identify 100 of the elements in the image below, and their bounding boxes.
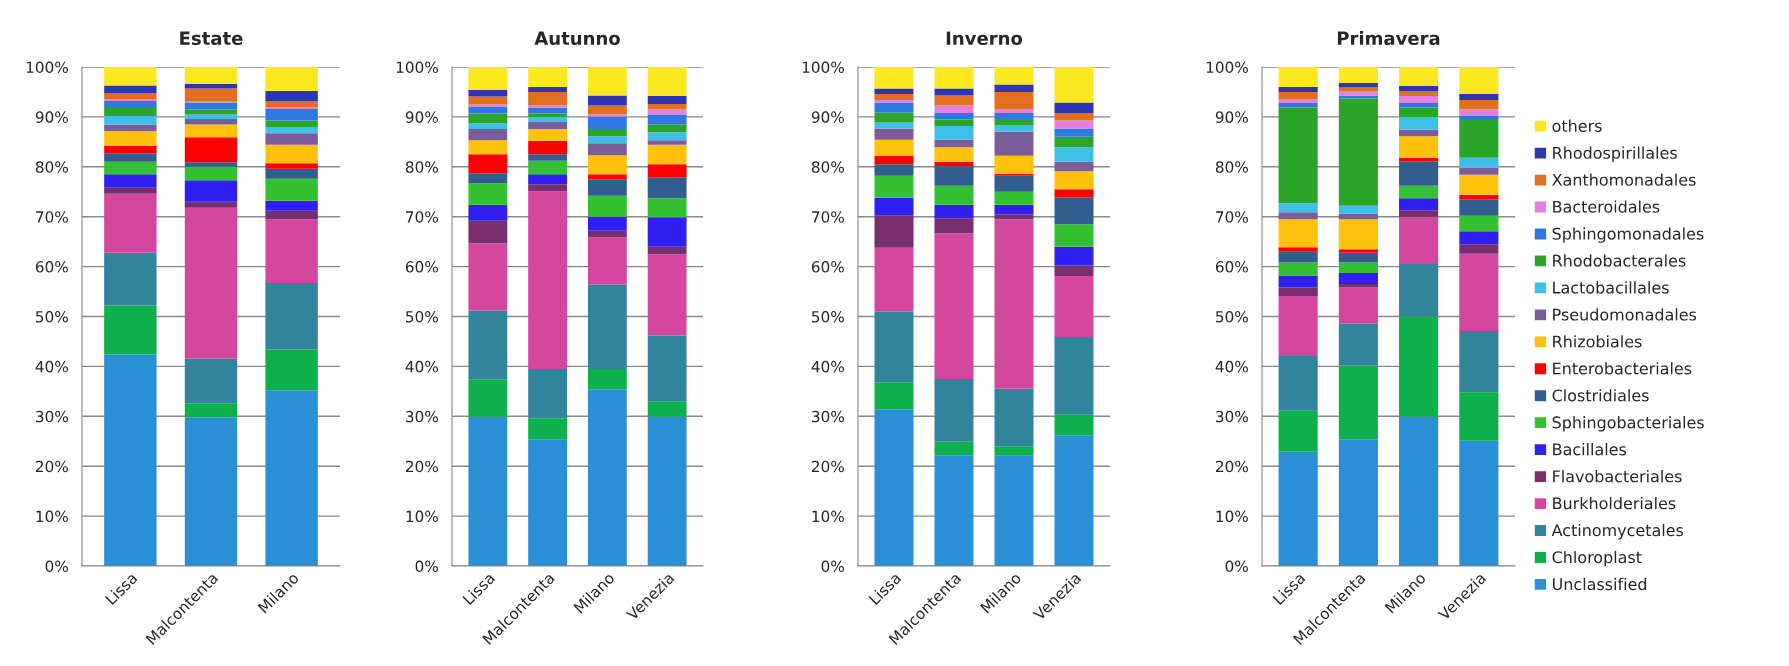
- bar: [528, 418, 568, 440]
- bar: [468, 220, 508, 244]
- bar: [647, 144, 687, 165]
- bar: [528, 67, 568, 87]
- bar: [184, 207, 238, 359]
- y-tick-label: 0%: [1225, 560, 1248, 573]
- bar: [265, 349, 318, 391]
- bar: [468, 310, 508, 380]
- bar: [468, 128, 508, 141]
- y-tick-label: 80%: [35, 161, 68, 173]
- legend-label: Rhodobacterales: [1553, 254, 1686, 267]
- bar: [265, 106, 318, 109]
- bar: [1278, 251, 1318, 263]
- bar: [1459, 253, 1499, 331]
- bar: [468, 123, 508, 129]
- legend-label: Clostridiales: [1552, 389, 1649, 402]
- bar: [184, 403, 238, 418]
- bar: [184, 124, 238, 138]
- bar: [934, 95, 974, 106]
- legend-label: Bacteroidales: [1553, 200, 1660, 213]
- bar: [587, 179, 627, 196]
- bar: [874, 311, 914, 383]
- bar: [1459, 93, 1499, 100]
- bar: [184, 137, 238, 163]
- bar: [1399, 210, 1439, 218]
- bar: [468, 67, 508, 90]
- bar: [528, 368, 568, 419]
- bar: [934, 204, 974, 219]
- bar: [1054, 414, 1094, 436]
- y-tick-label: 10%: [406, 510, 438, 523]
- bar: [468, 96, 508, 105]
- y-tick-label: 40%: [811, 360, 844, 373]
- bar: [874, 382, 914, 410]
- y-tick-label: 20%: [35, 460, 68, 473]
- bar: [104, 115, 157, 125]
- bar: [265, 168, 318, 179]
- bar: [994, 155, 1034, 174]
- chart-title: Primavera: [1337, 31, 1440, 46]
- bar: [874, 215, 914, 248]
- bar: [934, 378, 974, 442]
- chart-title: Estate: [180, 31, 243, 46]
- y-tick-label: 0%: [821, 560, 844, 573]
- bar: [1399, 161, 1439, 186]
- legend-label: Unclassified: [1553, 577, 1647, 591]
- bar: [1278, 275, 1318, 288]
- bar: [994, 91, 1034, 109]
- legend-label: Xanthomonadales: [1552, 173, 1696, 186]
- y-tick-label: 40%: [1215, 360, 1248, 373]
- bar: [1459, 440, 1499, 566]
- bar: [934, 185, 974, 205]
- bar: [874, 175, 914, 198]
- bar: [528, 105, 568, 108]
- bar: [1338, 252, 1378, 263]
- legend-label: Pseudomonadales: [1553, 308, 1697, 321]
- bar: [587, 116, 627, 129]
- chart-title: Inverno: [946, 31, 1023, 46]
- bar: [934, 166, 974, 186]
- bar: [1338, 262, 1378, 274]
- bar: [528, 140, 568, 155]
- bar: [934, 112, 974, 120]
- bar: [104, 92, 157, 99]
- bar: [874, 247, 914, 312]
- bar: [1054, 265, 1094, 277]
- bar: [265, 390, 318, 566]
- bar: [1399, 185, 1439, 199]
- bar: [265, 67, 318, 91]
- bar: [265, 178, 318, 201]
- bar: [1278, 219, 1318, 248]
- bar: [874, 164, 914, 176]
- bar: [265, 210, 318, 220]
- y-tick-label: 90%: [1215, 111, 1248, 123]
- bar: [1278, 355, 1318, 411]
- bar: [265, 120, 318, 127]
- y-tick-label: 70%: [812, 211, 844, 223]
- y-tick-label: 100%: [396, 61, 438, 74]
- legend-label: Enterobacteriales: [1553, 362, 1692, 375]
- legend-label: Rhizobiales: [1553, 335, 1642, 348]
- bar: [184, 102, 238, 110]
- bar: [104, 305, 157, 355]
- bar: [104, 187, 157, 194]
- bar: [994, 455, 1034, 566]
- bar: [1054, 246, 1094, 266]
- y-tick-label: 70%: [1216, 211, 1248, 223]
- bar: [647, 401, 687, 417]
- bar: [265, 144, 318, 164]
- bar: [1459, 330, 1499, 393]
- bar: [1399, 129, 1439, 137]
- bar: [874, 197, 914, 216]
- bar: [468, 243, 508, 311]
- bar: [994, 219, 1034, 389]
- y-tick-label: 50%: [406, 310, 438, 323]
- y-tick-label: 80%: [811, 161, 844, 173]
- bar: [1399, 416, 1439, 566]
- bar: [647, 217, 687, 247]
- legend-label: Actinomycetales: [1551, 523, 1684, 540]
- bar: [587, 237, 627, 285]
- legend-label: Burkholderiales: [1553, 496, 1676, 510]
- bar: [1459, 199, 1499, 216]
- bar: [1054, 171, 1094, 190]
- bar: [1054, 224, 1094, 247]
